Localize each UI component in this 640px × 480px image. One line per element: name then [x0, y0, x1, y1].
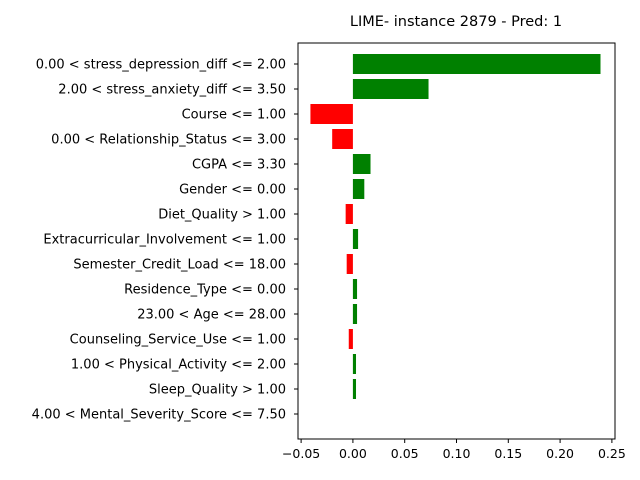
- y-tick-label-1: 2.00 < stress_anxiety_diff <= 3.50: [58, 83, 286, 98]
- y-tick-label-5: Gender <= 0.00: [179, 183, 286, 198]
- chart-title: LIME- instance 2879 - Pred: 1: [350, 14, 562, 30]
- bars-group: [310, 54, 601, 399]
- y-tick-label-13: Sleep_Quality > 1.00: [149, 383, 286, 398]
- x-axis: −0.05 0.00 0.05 0.10 0.15 0.20 0.25: [282, 439, 626, 461]
- bar-11: [348, 329, 353, 349]
- x-tick-label-2: 0.05: [391, 446, 419, 461]
- x-tick-label-4: 0.15: [494, 446, 522, 461]
- bar-7: [352, 229, 359, 249]
- bar-6: [345, 204, 353, 224]
- bar-13: [352, 379, 357, 399]
- y-tick-labels: 0.00 < stress_depression_diff <= 2.00 2.0…: [32, 58, 298, 423]
- y-tick-label-2: Course <= 1.00: [182, 108, 286, 123]
- y-tick-label-3: 0.00 < Relationship_Status <= 3.00: [51, 133, 286, 148]
- x-tick-label-5: 0.20: [546, 446, 574, 461]
- y-tick-label-7: Extracurricular_Involvement <= 1.00: [43, 233, 286, 248]
- y-tick-label-8: Semester_Credit_Load <= 18.00: [73, 258, 286, 273]
- bar-2: [310, 104, 353, 124]
- x-tick-label-0: −0.05: [282, 446, 320, 461]
- bar-10: [352, 304, 358, 324]
- y-tick-label-12: 1.00 < Physical_Activity <= 2.00: [71, 358, 286, 373]
- y-tick-label-9: Residence_Type <= 0.00: [124, 283, 286, 298]
- y-tick-label-6: Diet_Quality > 1.00: [158, 208, 286, 223]
- y-tick-label-10: 23.00 < Age <= 28.00: [137, 308, 286, 323]
- bar-1: [352, 79, 429, 99]
- x-tick-label-3: 0.10: [443, 446, 471, 461]
- bar-12: [352, 354, 357, 374]
- bar-5: [352, 179, 365, 199]
- bar-4: [352, 154, 371, 174]
- bar-9: [352, 279, 358, 299]
- y-tick-label-0: 0.00 < stress_depression_diff <= 2.00: [36, 58, 286, 73]
- x-tick-label-1: 0.00: [339, 446, 367, 461]
- bar-0: [352, 54, 601, 74]
- y-tick-label-11: Counseling_Service_Use <= 1.00: [70, 333, 286, 348]
- plot-frame: [297, 42, 616, 440]
- bar-3: [332, 129, 353, 149]
- y-tick-label-14: 4.00 < Mental_Severity_Score <= 7.50: [32, 408, 286, 423]
- y-tick-label-4: CGPA <= 3.30: [192, 158, 286, 173]
- x-tick-label-6: 0.25: [598, 446, 626, 461]
- bar-8: [346, 254, 353, 274]
